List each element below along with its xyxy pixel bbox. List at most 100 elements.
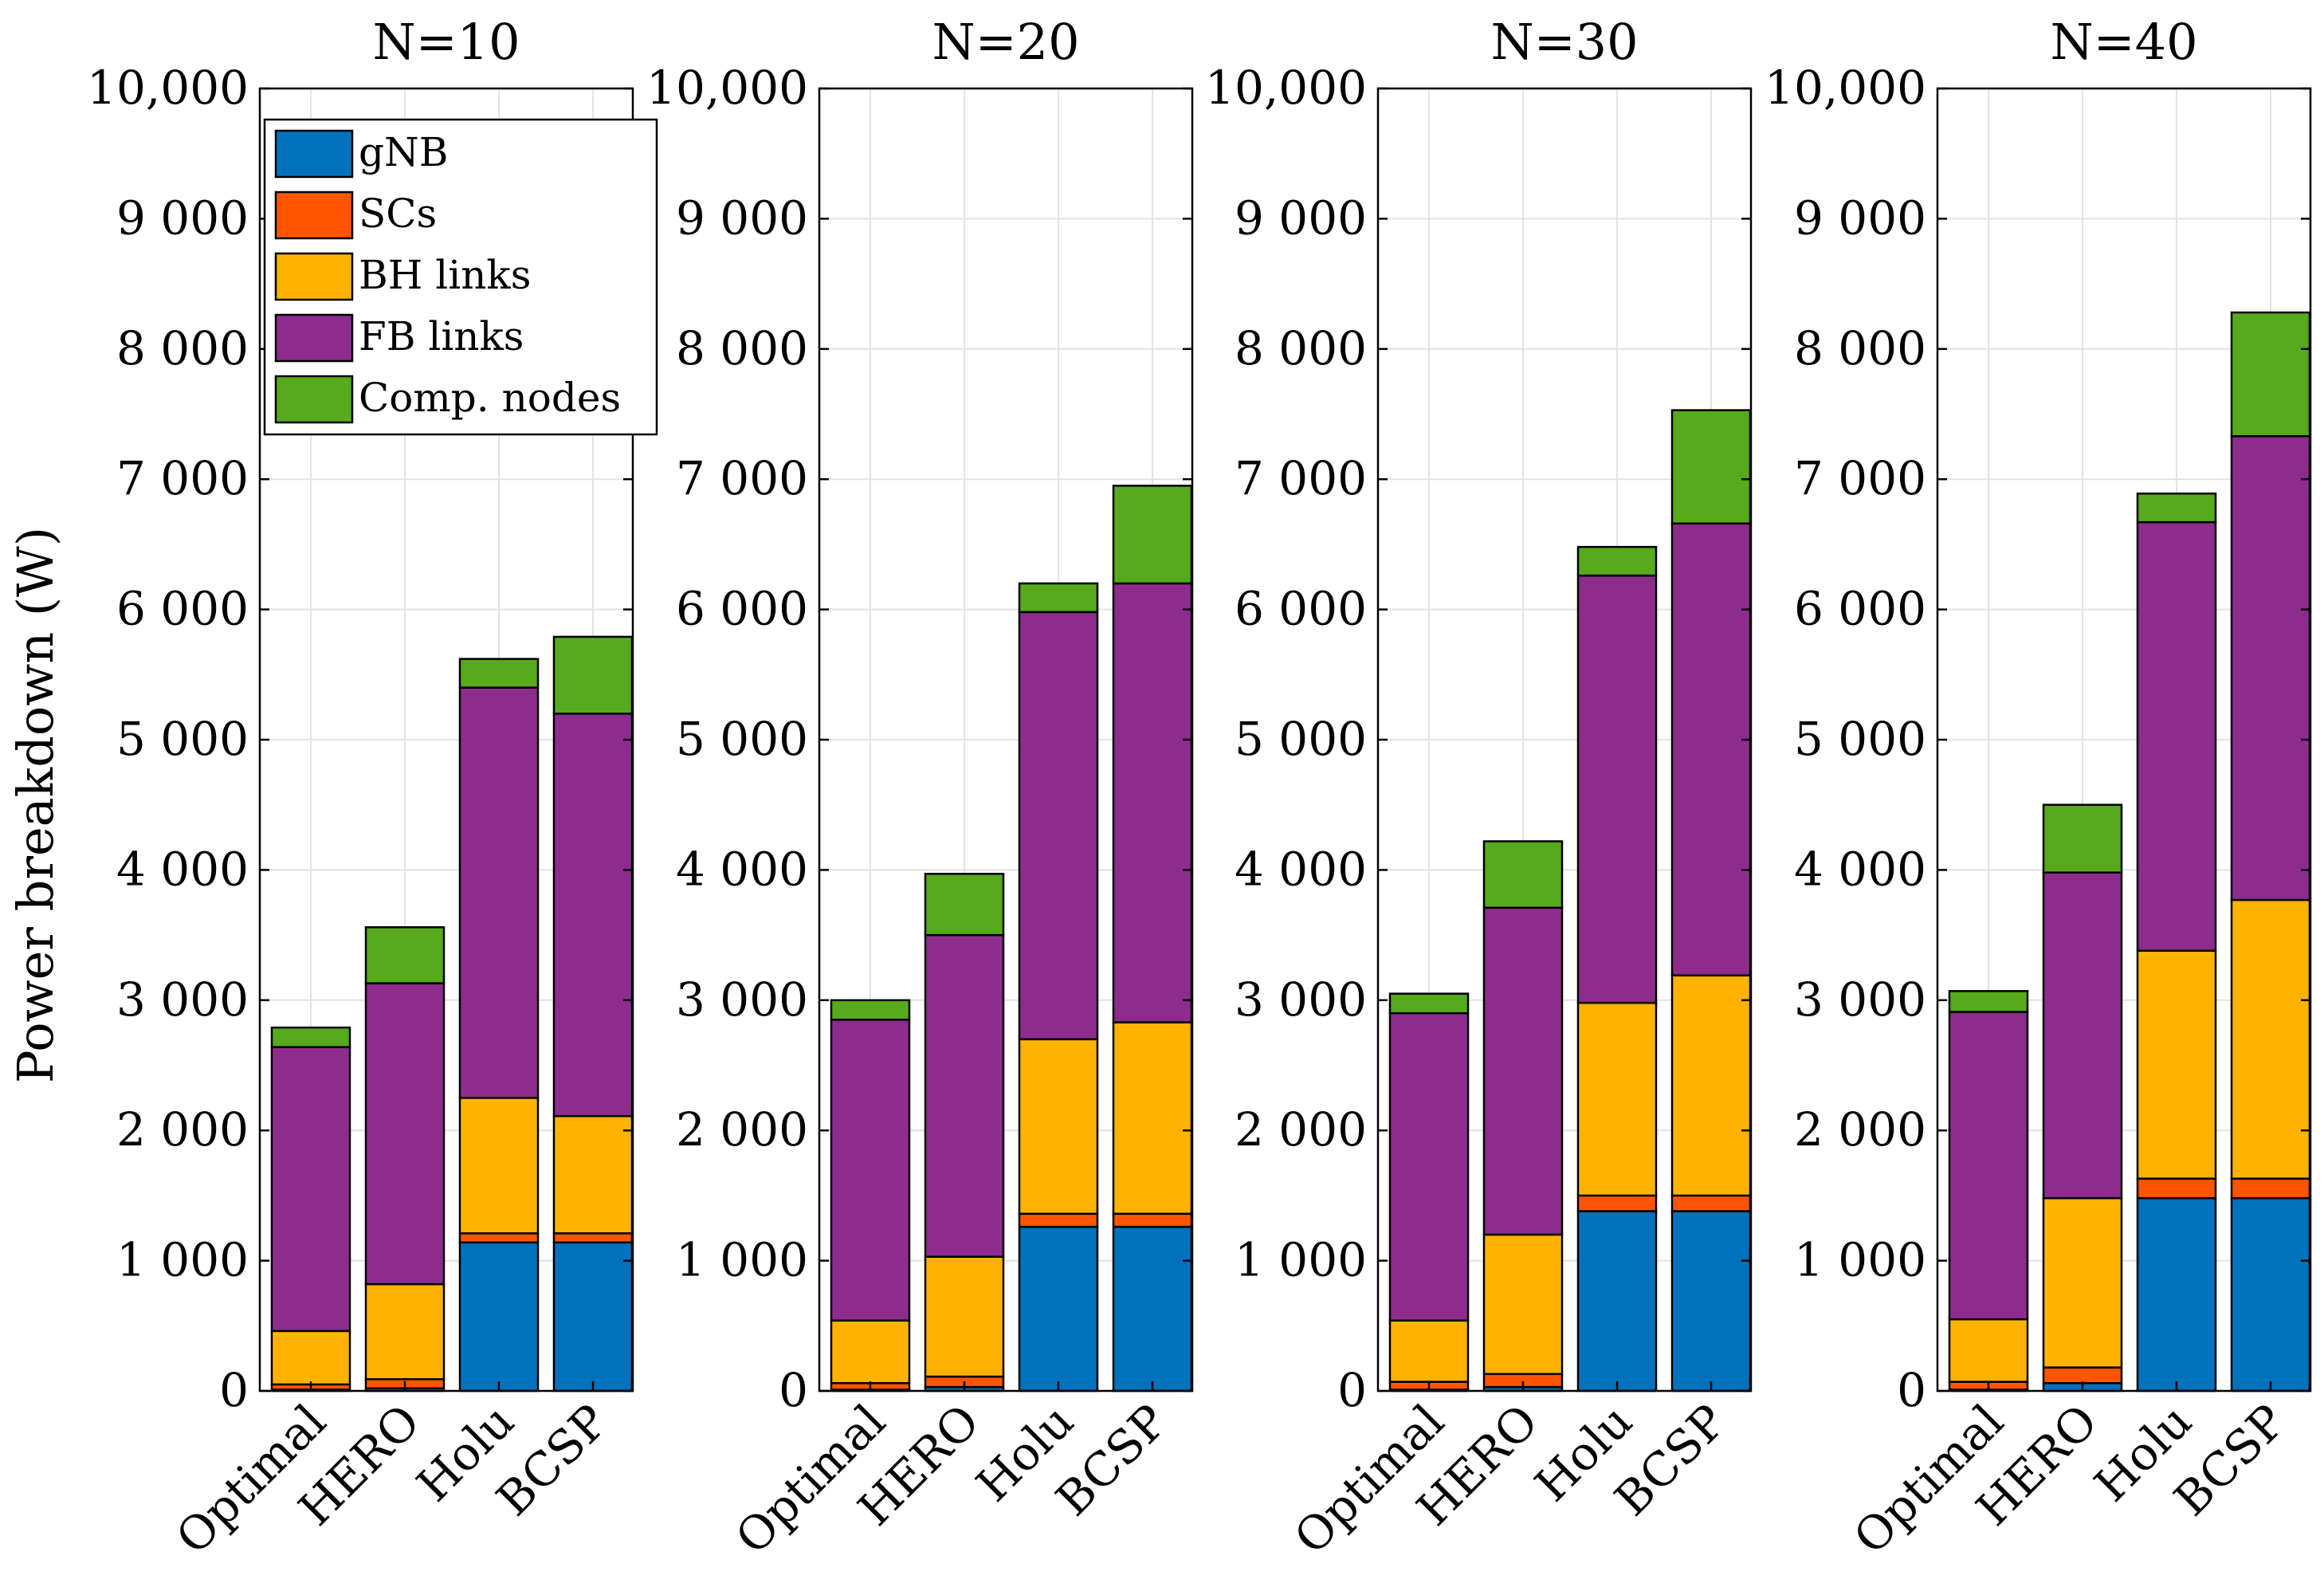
panel-3: 0 1 000 2 000 3 000 4 000 5 000 6 000 7 000 8 00… bbox=[1205, 13, 1753, 1565]
bar-segment-fb-links-bcsp bbox=[552, 713, 634, 1118]
y-tick-label: 6 000 bbox=[1235, 582, 1367, 636]
y-tick-label: 6 000 bbox=[116, 582, 249, 636]
bar-segment-comp-nodes-bcsp bbox=[2230, 311, 2311, 438]
y-tick-label: 0 bbox=[1337, 1363, 1367, 1417]
y-tick-label: 2 000 bbox=[116, 1102, 249, 1157]
legend-swatch bbox=[274, 252, 354, 301]
bar-segment-scs-holu bbox=[2136, 1177, 2217, 1200]
bar-segment-fb-links-holu bbox=[458, 686, 540, 1099]
bar-segment-gnb-holu bbox=[1018, 1225, 1099, 1393]
bar-segment-fb-links-optimal bbox=[830, 1019, 911, 1322]
y-tick-label: 8 000 bbox=[676, 321, 808, 375]
bar-segment-fb-links-bcsp bbox=[1670, 522, 1752, 977]
y-tick-label: 7 000 bbox=[1794, 451, 1926, 505]
y-tick-label: 5 000 bbox=[1794, 712, 1926, 766]
bar-segment-bh-links-optimal bbox=[1388, 1319, 1470, 1383]
legend-label: gNB bbox=[359, 129, 449, 175]
y-tick-label: 10,000 bbox=[1765, 61, 1926, 115]
bar-segment-bh-links-optimal bbox=[270, 1330, 351, 1386]
bar-segment-bh-links-optimal bbox=[1948, 1318, 2029, 1383]
y-tick-label: 2 000 bbox=[676, 1102, 808, 1157]
y-tick-label: 7 000 bbox=[676, 451, 808, 505]
bar-segment-comp-nodes-optimal bbox=[830, 999, 911, 1021]
bar-segment-fb-links-hero bbox=[924, 933, 1005, 1258]
y-tick-label: 7 000 bbox=[116, 451, 249, 505]
y-tick-label: 7 000 bbox=[1235, 451, 1367, 505]
panel-title: N=30 bbox=[1490, 13, 1638, 71]
legend-label: BH links bbox=[359, 252, 531, 298]
y-tick-label: 3 000 bbox=[116, 972, 249, 1027]
y-tick-label: 8 000 bbox=[1235, 321, 1367, 375]
bar-segment-bh-links-holu bbox=[1576, 1001, 1658, 1197]
bar-segment-scs-bcsp bbox=[1112, 1212, 1193, 1228]
bar-segment-gnb-bcsp bbox=[1112, 1225, 1193, 1393]
y-tick-label: 3 000 bbox=[676, 972, 808, 1027]
bar-segment-comp-nodes-hero bbox=[924, 873, 1005, 937]
bar-segment-bh-links-hero bbox=[1482, 1233, 1564, 1376]
bar-segment-comp-nodes-holu bbox=[2136, 492, 2217, 524]
y-tick-label: 10,000 bbox=[1205, 61, 1367, 115]
bar-segment-gnb-holu bbox=[1576, 1210, 1658, 1393]
y-tick-label: 9 000 bbox=[1794, 191, 1926, 245]
y-tick-label: 2 000 bbox=[1235, 1102, 1367, 1157]
y-tick-label: 9 000 bbox=[676, 191, 808, 245]
bar-segment-scs-bcsp bbox=[2230, 1177, 2311, 1200]
y-tick-label: 5 000 bbox=[676, 712, 808, 766]
bar-segment-bh-links-bcsp bbox=[1670, 974, 1752, 1197]
bar-segment-comp-nodes-holu bbox=[458, 658, 540, 689]
bar-segment-comp-nodes-holu bbox=[1018, 582, 1099, 614]
bar-segment-comp-nodes-hero bbox=[364, 926, 446, 984]
legend-swatch bbox=[274, 129, 354, 179]
legend-swatch bbox=[274, 191, 354, 240]
bar-segment-gnb-bcsp bbox=[1670, 1210, 1752, 1393]
y-axis-label: Power breakdown (W) bbox=[6, 527, 65, 1083]
bar-segment-fb-links-holu bbox=[2136, 520, 2217, 952]
bar-segment-bh-links-holu bbox=[1018, 1038, 1099, 1216]
y-tick-label: 10,000 bbox=[87, 61, 249, 115]
bar-segment-scs-holu bbox=[1576, 1194, 1658, 1212]
y-tick-label: 0 bbox=[1897, 1363, 1926, 1417]
bar-segment-fb-links-hero bbox=[364, 982, 446, 1286]
bar-segment-bh-links-hero bbox=[924, 1255, 1005, 1378]
bar-segment-fb-links-hero bbox=[1482, 906, 1564, 1236]
bar-segment-fb-links-hero bbox=[2042, 871, 2123, 1200]
bar-segment-bh-links-holu bbox=[458, 1097, 540, 1235]
y-tick-label: 3 000 bbox=[1794, 972, 1926, 1027]
y-tick-label: 1 000 bbox=[116, 1233, 249, 1287]
bar-segment-gnb-bcsp bbox=[552, 1241, 634, 1393]
bar-segment-bh-links-optimal bbox=[830, 1319, 911, 1385]
bar-segment-bh-links-bcsp bbox=[552, 1114, 634, 1235]
y-tick-label: 4 000 bbox=[676, 842, 808, 896]
bar-segment-comp-nodes-optimal bbox=[1948, 990, 2029, 1013]
y-tick-label: 4 000 bbox=[116, 842, 249, 896]
y-tick-label: 6 000 bbox=[1794, 582, 1926, 636]
bar-segment-bh-links-holu bbox=[2136, 949, 2217, 1180]
bar-segment-comp-nodes-bcsp bbox=[1670, 409, 1752, 525]
y-tick-label: 1 000 bbox=[1235, 1233, 1367, 1287]
panel-title: N=10 bbox=[372, 13, 520, 71]
bar-segment-gnb-holu bbox=[2136, 1196, 2217, 1393]
bar-segment-fb-links-bcsp bbox=[1112, 582, 1193, 1023]
bar-segment-fb-links-holu bbox=[1018, 611, 1099, 1041]
bar-segment-gnb-holu bbox=[458, 1241, 540, 1393]
y-tick-label: 8 000 bbox=[1794, 321, 1926, 375]
bar-segment-scs-hero bbox=[2042, 1366, 2123, 1385]
bar-segment-bh-links-hero bbox=[2042, 1196, 2123, 1369]
bar-segment-comp-nodes-holu bbox=[1576, 545, 1658, 577]
bar-segment-comp-nodes-optimal bbox=[270, 1026, 351, 1048]
legend-swatch bbox=[274, 375, 354, 424]
bar-segment-fb-links-optimal bbox=[1948, 1011, 2029, 1321]
bar-segment-fb-links-bcsp bbox=[2230, 435, 2311, 902]
bar-segment-gnb-bcsp bbox=[2230, 1196, 2311, 1393]
y-tick-label: 0 bbox=[219, 1363, 249, 1417]
bar-segment-fb-links-optimal bbox=[1388, 1012, 1470, 1322]
bar-segment-scs-bcsp bbox=[1670, 1194, 1752, 1212]
bar-segment-scs-holu bbox=[458, 1232, 540, 1243]
y-tick-label: 6 000 bbox=[676, 582, 808, 636]
y-tick-label: 2 000 bbox=[1794, 1102, 1926, 1157]
y-tick-label: 1 000 bbox=[1794, 1233, 1926, 1287]
bar-segment-bh-links-bcsp bbox=[1112, 1021, 1193, 1216]
y-tick-label: 9 000 bbox=[1235, 191, 1367, 245]
bar-segment-comp-nodes-bcsp bbox=[552, 635, 634, 715]
